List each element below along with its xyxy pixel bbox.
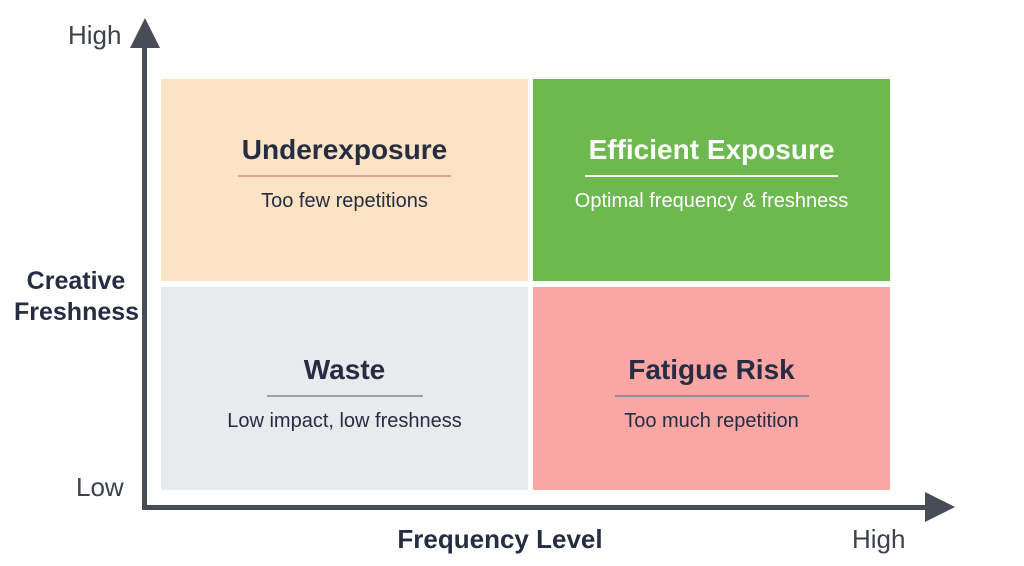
quadrant-fatigue-risk: Fatigue Risk Too much repetition [533, 287, 890, 490]
quadrant-waste-title: Waste [266, 354, 423, 397]
quadrant-fatigue-risk-title: Fatigue Risk [614, 354, 809, 397]
quadrant-underexposure-title: Underexposure [237, 134, 452, 177]
y-axis-title: Creative Freshness [14, 267, 140, 327]
x-axis-arrow-right-icon [925, 492, 955, 522]
quadrant-waste: Waste Low impact, low freshness [161, 287, 528, 490]
x-axis-high-label: High [852, 524, 906, 554]
y-axis-high-label: High [68, 20, 122, 50]
quadrant-underexposure-subtitle: Too few repetitions [261, 189, 428, 212]
quadrant-fatigue-risk-subtitle: Too much repetition [624, 410, 799, 432]
quadrant-waste-subtitle: Low impact, low freshness [227, 410, 462, 432]
y-axis-low-label: Low [76, 472, 124, 502]
x-axis-title: Frequency Level [397, 524, 603, 554]
quadrant-efficient-exposure: Efficient Exposure Optimal frequency & f… [533, 79, 890, 281]
quadrant-efficient-exposure-subtitle: Optimal frequency & freshness [574, 189, 849, 212]
quadrant-efficient-exposure-title: Efficient Exposure [584, 134, 839, 177]
quadrant-underexposure: Underexposure Too few repetitions [161, 79, 528, 281]
y-axis-line [142, 36, 147, 508]
x-axis-line [142, 505, 928, 510]
